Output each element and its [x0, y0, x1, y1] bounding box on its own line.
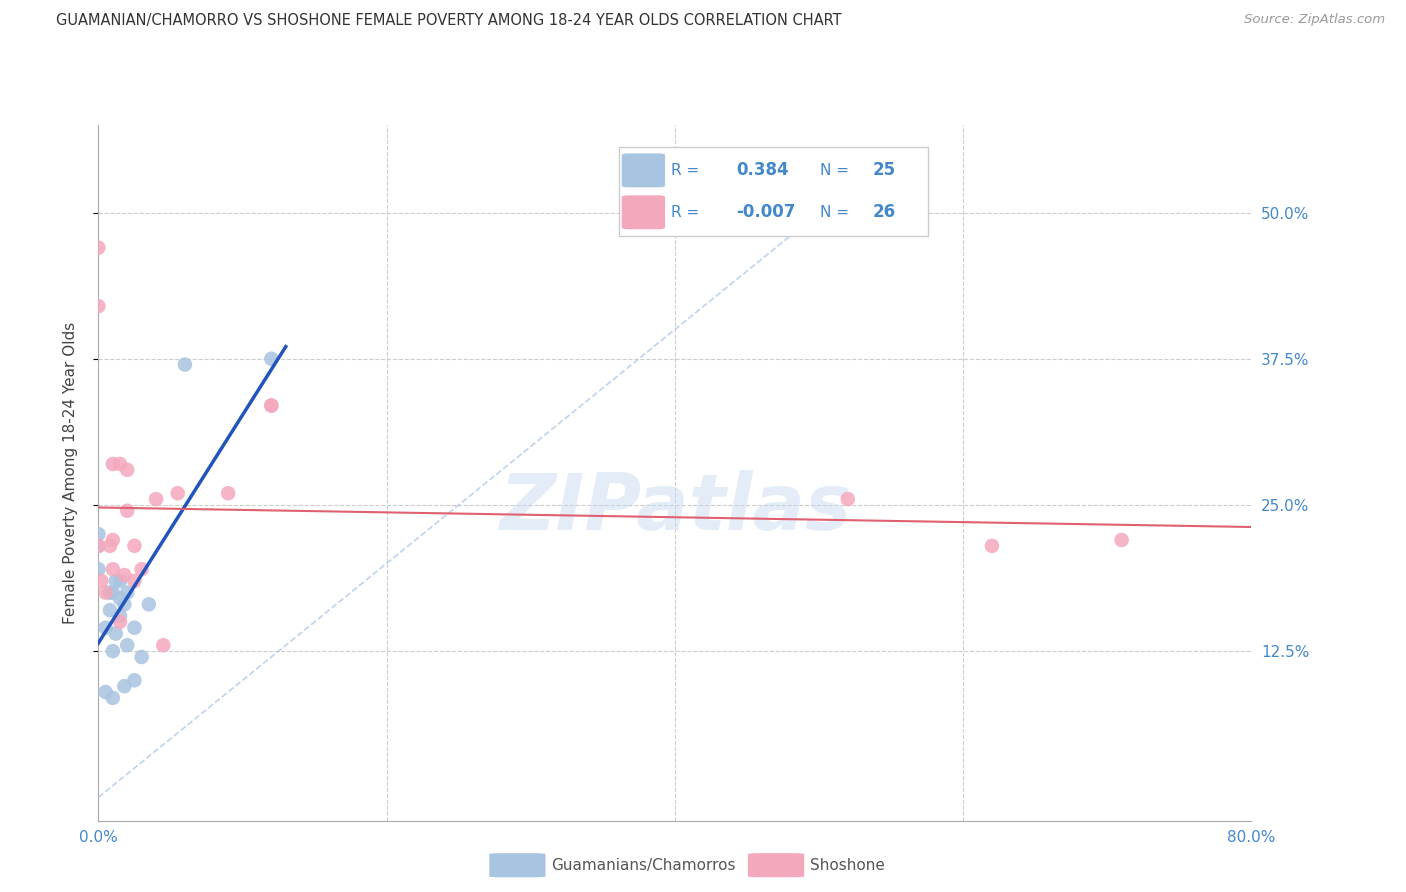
FancyBboxPatch shape — [619, 147, 928, 236]
FancyBboxPatch shape — [621, 153, 665, 187]
Text: Shoshone: Shoshone — [810, 858, 884, 872]
Point — [260, 351, 283, 366]
Text: ZIPatlas: ZIPatlas — [499, 469, 851, 546]
Point — [981, 539, 1004, 553]
Point — [166, 486, 188, 500]
Point — [101, 562, 124, 576]
Point — [1111, 533, 1133, 547]
Text: N =: N = — [820, 163, 849, 178]
Point — [98, 603, 121, 617]
Point — [101, 533, 124, 547]
Point — [94, 585, 117, 599]
Point — [87, 539, 110, 553]
Point — [98, 585, 121, 599]
Point — [87, 539, 110, 553]
Text: 0.384: 0.384 — [737, 161, 789, 179]
Point — [260, 399, 283, 413]
Point — [94, 621, 117, 635]
Text: Source: ZipAtlas.com: Source: ZipAtlas.com — [1244, 13, 1385, 27]
Point — [117, 463, 139, 477]
Point — [104, 574, 127, 588]
Point — [124, 673, 146, 688]
Text: 25: 25 — [872, 161, 896, 179]
Y-axis label: Female Poverty Among 18-24 Year Olds: Female Poverty Among 18-24 Year Olds — [63, 322, 77, 624]
Text: N =: N = — [820, 205, 849, 219]
Point — [837, 491, 859, 506]
Text: -0.007: -0.007 — [737, 203, 796, 221]
Point — [108, 591, 131, 606]
Point — [152, 638, 174, 652]
Text: R =: R = — [671, 163, 699, 178]
Text: R =: R = — [671, 205, 699, 219]
Point — [108, 574, 131, 588]
Point — [108, 457, 131, 471]
Point — [217, 486, 239, 500]
Point — [112, 597, 135, 611]
Point — [174, 358, 197, 372]
Point — [124, 574, 146, 588]
Point — [87, 241, 110, 255]
Text: GUAMANIAN/CHAMORRO VS SHOSHONE FEMALE POVERTY AMONG 18-24 YEAR OLDS CORRELATION : GUAMANIAN/CHAMORRO VS SHOSHONE FEMALE PO… — [56, 13, 842, 29]
Text: 26: 26 — [872, 203, 896, 221]
Point — [90, 574, 112, 588]
Point — [117, 504, 139, 518]
Point — [117, 638, 139, 652]
Point — [108, 609, 131, 624]
Point — [87, 562, 110, 576]
FancyBboxPatch shape — [621, 195, 665, 229]
Point — [87, 299, 110, 313]
Point — [108, 615, 131, 629]
Point — [94, 685, 117, 699]
Point — [260, 399, 283, 413]
Point — [101, 690, 124, 705]
Point — [117, 585, 139, 599]
Point — [138, 597, 160, 611]
Point — [101, 585, 124, 599]
Point — [131, 649, 153, 664]
Point — [101, 457, 124, 471]
Point — [101, 644, 124, 658]
FancyBboxPatch shape — [489, 853, 546, 878]
Point — [104, 626, 127, 640]
Point — [131, 562, 153, 576]
Point — [87, 527, 110, 541]
FancyBboxPatch shape — [748, 853, 804, 878]
Text: Guamanians/Chamorros: Guamanians/Chamorros — [551, 858, 735, 872]
Point — [112, 568, 135, 582]
Point — [124, 621, 146, 635]
Point — [98, 539, 121, 553]
Point — [124, 539, 146, 553]
Point — [145, 491, 167, 506]
Point — [112, 679, 135, 693]
